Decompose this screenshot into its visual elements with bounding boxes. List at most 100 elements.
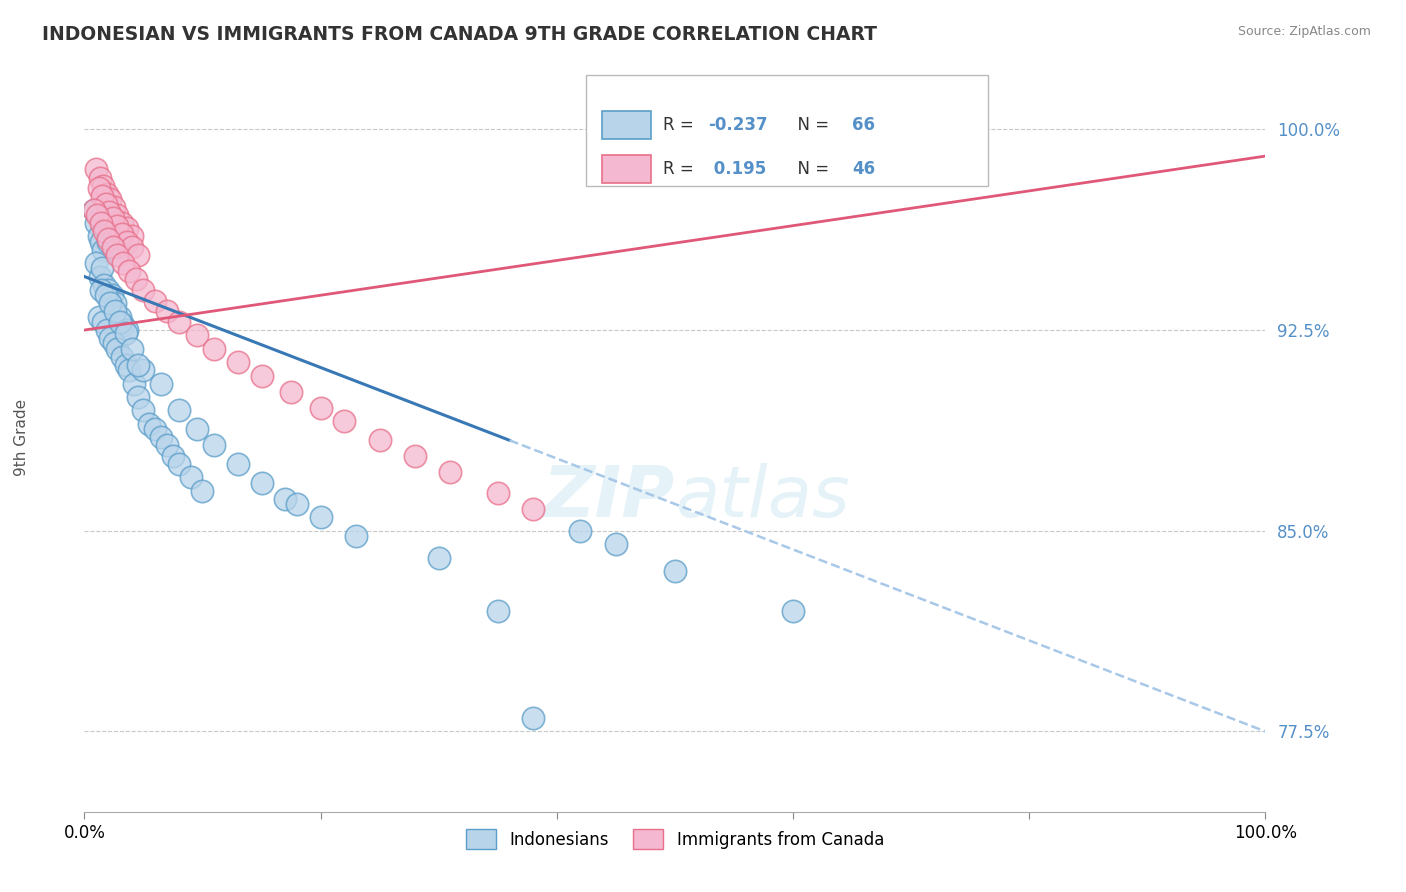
Point [150, 376, 173, 391]
Point [111, 227, 134, 241]
Text: INDONESIAN VS IMMIGRANTS FROM CANADA 9TH GRADE CORRELATION CHART: INDONESIAN VS IMMIGRANTS FROM CANADA 9TH… [42, 25, 877, 44]
Point [91, 189, 114, 203]
Point [87, 229, 110, 244]
Point [111, 350, 134, 364]
Point [167, 315, 190, 329]
Point [103, 200, 125, 214]
Point [87, 181, 110, 195]
Point [112, 318, 135, 332]
Point [107, 219, 129, 233]
Point [83, 202, 105, 217]
Point [132, 363, 155, 377]
Point [191, 483, 214, 498]
Point [114, 358, 136, 372]
Point [83, 202, 105, 217]
Point [91, 243, 114, 257]
Point [522, 502, 544, 516]
Point [101, 240, 124, 254]
Text: Source: ZipAtlas.com: Source: ZipAtlas.com [1237, 25, 1371, 38]
Point [84, 216, 107, 230]
Point [97, 283, 120, 297]
Point [114, 326, 136, 340]
Point [118, 264, 141, 278]
Point [143, 293, 166, 308]
Point [96, 186, 118, 201]
Point [94, 288, 117, 302]
Point [274, 491, 297, 506]
Point [121, 240, 143, 254]
Point [115, 323, 138, 337]
Point [250, 475, 273, 490]
Point [107, 248, 129, 262]
Point [143, 422, 166, 436]
Text: 46: 46 [852, 160, 875, 178]
Point [104, 296, 127, 310]
Point [522, 711, 544, 725]
Point [439, 465, 461, 479]
Point [98, 192, 121, 206]
Point [664, 564, 686, 578]
Point [167, 457, 190, 471]
Text: N =: N = [787, 116, 834, 134]
Point [115, 235, 138, 249]
Point [250, 368, 273, 383]
Point [89, 170, 111, 185]
Point [112, 256, 135, 270]
Point [333, 414, 356, 428]
Point [111, 216, 134, 230]
Point [98, 331, 121, 345]
Point [138, 417, 160, 431]
Point [96, 323, 118, 337]
Text: R =: R = [664, 160, 699, 178]
Point [89, 269, 111, 284]
Text: atlas: atlas [675, 463, 849, 532]
Point [90, 216, 112, 230]
Point [94, 197, 117, 211]
Point [108, 310, 131, 324]
Point [156, 304, 179, 318]
Text: N =: N = [787, 160, 834, 178]
Point [93, 224, 115, 238]
Point [782, 604, 804, 618]
Point [309, 510, 332, 524]
Point [101, 211, 124, 225]
Point [280, 384, 302, 399]
Point [127, 248, 149, 262]
Point [132, 403, 155, 417]
Text: -0.237: -0.237 [709, 116, 768, 134]
Point [285, 497, 308, 511]
Point [98, 296, 121, 310]
Text: R =: R = [664, 116, 699, 134]
Point [180, 470, 202, 484]
Point [87, 310, 110, 324]
Point [94, 224, 117, 238]
Point [90, 235, 112, 249]
Point [100, 288, 122, 302]
FancyBboxPatch shape [602, 112, 651, 139]
Y-axis label: 9th Grade: 9th Grade [14, 399, 28, 475]
Point [103, 336, 125, 351]
Point [84, 256, 107, 270]
Point [115, 221, 138, 235]
Point [569, 524, 592, 538]
Point [127, 390, 149, 404]
Point [427, 550, 450, 565]
Point [127, 358, 149, 372]
Point [98, 219, 121, 233]
Point [202, 438, 225, 452]
Point [104, 304, 127, 318]
Point [107, 208, 129, 222]
Point [122, 376, 145, 391]
Point [186, 422, 208, 436]
Point [90, 283, 112, 297]
Point [605, 537, 627, 551]
Text: 66: 66 [852, 116, 875, 134]
Text: 0.195: 0.195 [709, 160, 766, 178]
Point [162, 449, 184, 463]
Point [186, 328, 208, 343]
Point [98, 205, 121, 219]
Point [91, 315, 114, 329]
Point [156, 438, 179, 452]
Point [91, 261, 114, 276]
Point [97, 232, 120, 246]
